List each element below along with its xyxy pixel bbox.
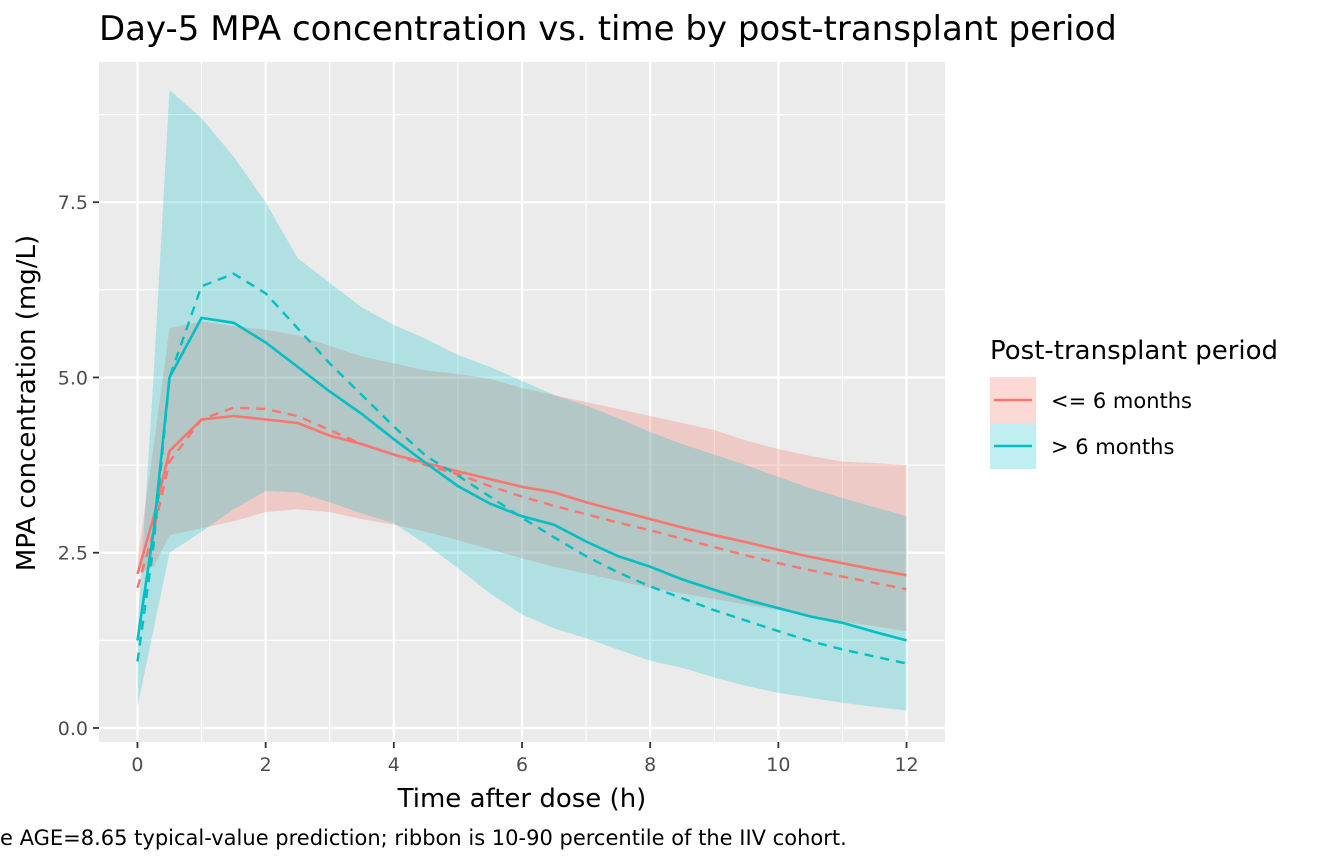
ribbon-layer bbox=[137, 90, 907, 711]
caption: e AGE=8.65 typical-value prediction; rib… bbox=[0, 826, 847, 850]
axes: 0 2 4 6 8 10 12 0.0 2.5 5.0 7.5 bbox=[58, 192, 919, 776]
solid-line-le6 bbox=[136, 414, 907, 577]
x-tick-label: 12 bbox=[894, 754, 918, 776]
x-tick-label: 0 bbox=[131, 754, 143, 776]
x-tick-label: 4 bbox=[388, 754, 400, 776]
x-tick-label: 6 bbox=[516, 754, 528, 776]
y-tick-label: 7.5 bbox=[58, 192, 88, 214]
y-axis-title: MPA concentration (mg/L) bbox=[12, 235, 42, 571]
legend-label-le6: <= 6 months bbox=[1051, 389, 1192, 413]
x-tick-label: 2 bbox=[260, 754, 272, 776]
plot-panel bbox=[99, 62, 945, 742]
solid-line-gt6 bbox=[136, 316, 907, 642]
legend-label-gt6: > 6 months bbox=[1051, 435, 1174, 459]
x-tick-label: 8 bbox=[644, 754, 656, 776]
dashed-line-le6 bbox=[136, 406, 907, 591]
ribbon-gt6 bbox=[137, 90, 907, 711]
y-tick-label: 0.0 bbox=[58, 718, 88, 740]
y-tick-label: 5.0 bbox=[58, 367, 88, 389]
dashed-line-gt6 bbox=[136, 272, 907, 665]
y-tick-label: 2.5 bbox=[58, 543, 88, 565]
chart-title: Day-5 MPA concentration vs. time by post… bbox=[99, 9, 1117, 49]
x-tick-label: 10 bbox=[766, 754, 790, 776]
ribbon-le6 bbox=[137, 321, 907, 632]
line-layer bbox=[136, 272, 907, 665]
x-axis-title: Time after dose (h) bbox=[397, 784, 647, 814]
legend: Post-transplant period <= 6 months > 6 m… bbox=[990, 336, 1278, 469]
legend-title: Post-transplant period bbox=[990, 336, 1278, 366]
